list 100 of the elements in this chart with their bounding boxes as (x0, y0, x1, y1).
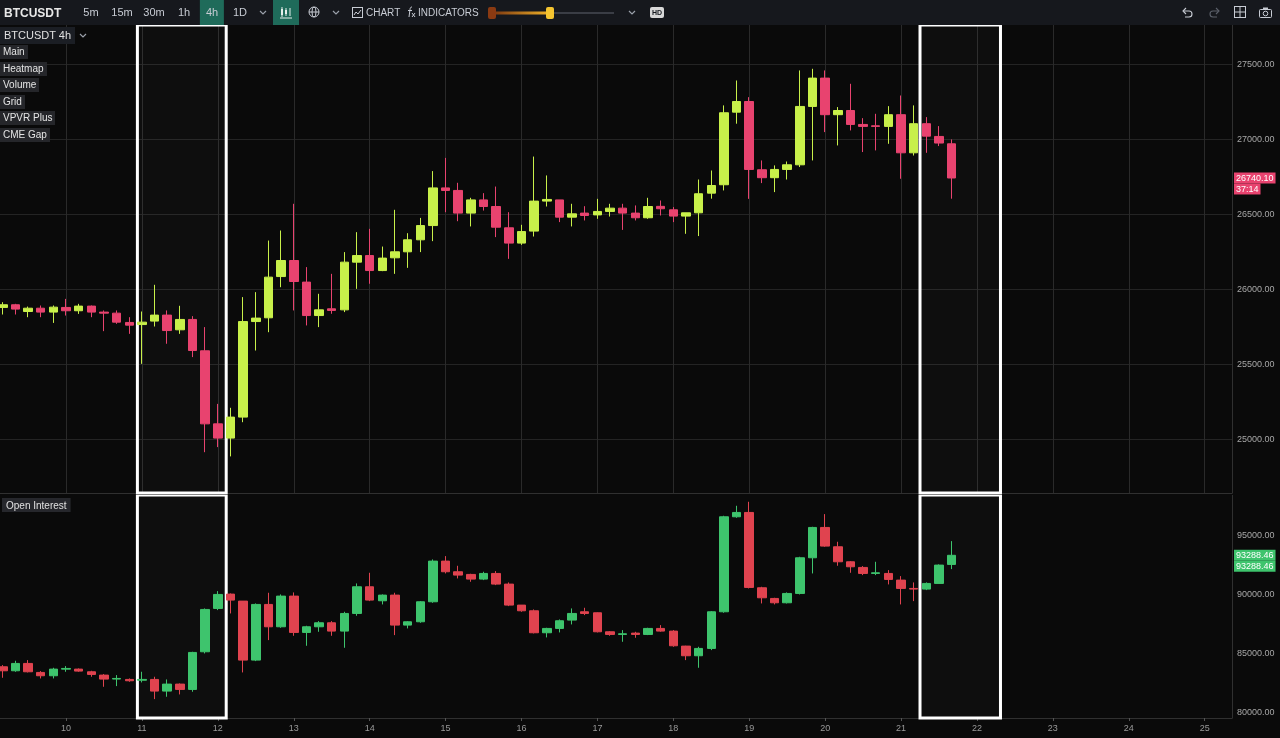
candlestick (669, 206, 678, 223)
chart-subtitle: BTCUSDT 4h (0, 27, 76, 44)
y-tick-label: 80000.00 (1237, 707, 1275, 718)
candlestick (555, 199, 564, 223)
x-tick-label: 15 (440, 722, 451, 733)
candlestick (226, 592, 235, 614)
candlestick (820, 513, 830, 548)
candlestick (669, 629, 678, 648)
annotation: Heatmap (0, 61, 47, 76)
text: 26740.10 (1236, 172, 1274, 183)
candlestick (314, 620, 324, 633)
candlestick (188, 651, 197, 693)
candlestick (732, 80, 741, 125)
x-tick-label: 12 (212, 722, 223, 733)
x-tick-label: 17 (592, 722, 603, 733)
candlestick (631, 631, 640, 639)
candlestick (175, 305, 185, 335)
y-tick-label: 25000.00 (1237, 434, 1275, 444)
candlestick (49, 305, 58, 324)
candlestick (314, 293, 324, 328)
candlestick (884, 569, 893, 585)
candlestick (643, 197, 653, 220)
candlestick (150, 284, 159, 327)
candlestick (542, 174, 552, 207)
candlestick (23, 659, 33, 673)
candlestick (302, 625, 311, 647)
candlestick (150, 676, 159, 700)
candlestick (352, 582, 362, 617)
candlestick (11, 660, 20, 673)
candlestick (365, 572, 374, 602)
candlestick (833, 541, 843, 567)
candlestick (99, 309, 109, 332)
x-tick-label: 24 (1123, 722, 1134, 733)
candlestick (922, 116, 931, 154)
x-tick-label: 21 (896, 722, 907, 733)
candlestick (340, 251, 349, 313)
candlestick (757, 586, 767, 604)
candlestick (99, 673, 109, 688)
candlestick (251, 291, 261, 351)
candlestick (744, 96, 754, 200)
y-tick-label: 27000.00 (1237, 134, 1275, 144)
x-tick-label: 23 (1047, 722, 1058, 733)
x-tick-label: 20 (820, 722, 831, 733)
candlestick (49, 667, 58, 679)
chart-title: Open Interest (6, 499, 67, 511)
candlestick (491, 570, 501, 586)
candlestick (884, 105, 893, 145)
y-tick-label: 27500.00 (1237, 59, 1275, 69)
candlestick (0, 301, 8, 315)
candlestick (378, 593, 387, 605)
candlestick (276, 593, 286, 629)
annotation: Main (0, 45, 28, 59)
candlestick (707, 170, 716, 200)
x-tick-label: 16 (516, 722, 527, 733)
x-tick-label: 25 (1199, 722, 1210, 733)
candlestick (36, 670, 45, 679)
candlestick (340, 611, 349, 649)
candlestick (238, 600, 248, 673)
candlestick (125, 677, 134, 683)
candlestick (631, 204, 640, 221)
candlestick (782, 591, 792, 604)
candlestick (896, 575, 906, 605)
y-tick-label: 95000.00 (1237, 530, 1275, 541)
x-tick-label: 22 (971, 722, 982, 733)
candlestick (264, 592, 273, 641)
candlestick (517, 604, 526, 613)
candlestick (327, 273, 336, 315)
annotation: Grid (0, 94, 25, 109)
candlestick (61, 665, 71, 673)
candlestick (200, 607, 210, 654)
candlestick (820, 69, 830, 133)
candlestick (871, 113, 880, 151)
candlestick (947, 540, 956, 570)
candlestick (479, 571, 488, 581)
candlestick (694, 179, 703, 237)
candlestick (74, 667, 83, 673)
candlestick (909, 581, 918, 602)
y-tick-label: 90000.00 (1237, 589, 1275, 600)
candlestick (276, 230, 286, 288)
y-tick-label: 85000.00 (1237, 648, 1275, 659)
candlestick (529, 608, 539, 634)
candlestick (808, 526, 817, 574)
candlestick (61, 298, 71, 317)
candlestick (416, 217, 425, 253)
candlestick (795, 556, 805, 595)
candlestick (352, 231, 362, 290)
candlestick (428, 558, 438, 604)
candlestick (732, 505, 741, 519)
candlestick (213, 590, 223, 611)
candlestick (162, 678, 172, 698)
candlestick (517, 224, 526, 246)
text: 37:14 (1236, 183, 1259, 194)
candlestick (453, 565, 463, 579)
candlestick (757, 159, 767, 184)
candlestick (200, 326, 210, 453)
candlestick (504, 581, 514, 607)
candlestick (289, 203, 299, 311)
candlestick (390, 209, 400, 275)
candlestick (681, 212, 691, 235)
candlestick (795, 69, 805, 168)
